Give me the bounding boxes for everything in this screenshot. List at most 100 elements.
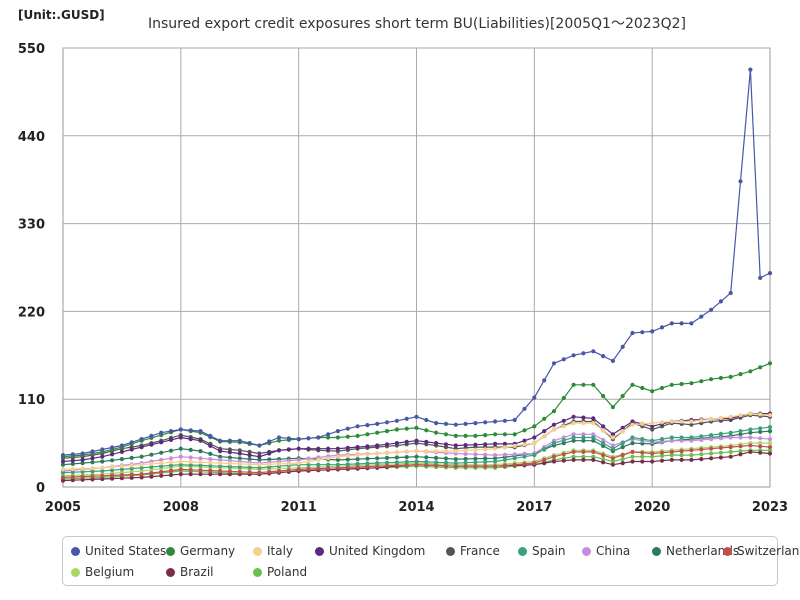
- data-point: [345, 462, 350, 467]
- data-point: [709, 417, 714, 422]
- data-point: [129, 440, 134, 445]
- data-point: [718, 436, 724, 441]
- data-point: [709, 433, 714, 438]
- data-point: [286, 447, 291, 452]
- legend: United States Germany Italy United Kingdom F…: [62, 536, 800, 586]
- data-point: [483, 452, 488, 457]
- data-point: [178, 435, 183, 440]
- data-point: [473, 464, 478, 469]
- data-point: [404, 439, 409, 444]
- data-point: [129, 475, 134, 480]
- data-point: [542, 447, 547, 452]
- data-point: [296, 457, 301, 462]
- data-point: [591, 449, 596, 454]
- legend-swatch: [652, 546, 661, 556]
- data-point: [306, 462, 311, 467]
- data-point: [90, 466, 95, 471]
- legend-swatch: [253, 567, 262, 577]
- data-point: [375, 443, 380, 448]
- data-point: [601, 428, 606, 433]
- data-point: [650, 424, 655, 429]
- data-point: [699, 434, 704, 439]
- data-point: [689, 438, 694, 443]
- data-point: [542, 378, 547, 383]
- data-point: [502, 432, 507, 437]
- data-point: [365, 432, 370, 437]
- data-point: [139, 465, 144, 470]
- data-point: [640, 450, 645, 455]
- data-point: [532, 435, 537, 440]
- data-point: [738, 432, 743, 437]
- data-point: [532, 453, 537, 458]
- data-point: [610, 443, 616, 448]
- data-point: [335, 435, 340, 440]
- data-point: [512, 443, 517, 448]
- data-point: [198, 429, 203, 434]
- data-point: [188, 437, 193, 442]
- data-point: [542, 461, 547, 466]
- data-point: [227, 438, 232, 443]
- data-point: [129, 455, 134, 460]
- data-point: [70, 470, 75, 475]
- data-point: [758, 426, 763, 431]
- data-point: [424, 463, 429, 468]
- data-point: [748, 449, 753, 454]
- data-point: [208, 451, 213, 456]
- data-point: [326, 432, 331, 437]
- data-point: [679, 381, 684, 387]
- y-tick-label: 330: [18, 218, 45, 233]
- data-point: [699, 452, 704, 457]
- data-point: [434, 449, 439, 454]
- data-point: [473, 460, 478, 465]
- data-point: [139, 445, 144, 450]
- data-point: [689, 448, 694, 453]
- data-point: [748, 411, 753, 416]
- legend-label: Switzerland: [737, 544, 800, 558]
- data-point: [669, 453, 674, 458]
- data-point: [218, 449, 223, 454]
- data-point: [198, 460, 203, 465]
- data-point: [571, 438, 576, 443]
- data-point: [384, 450, 390, 455]
- data-point: [718, 455, 724, 460]
- data-point: [139, 462, 144, 467]
- data-point: [473, 433, 478, 438]
- legend-label: Brazil: [180, 565, 214, 579]
- data-point: [306, 436, 311, 441]
- data-point: [218, 457, 223, 462]
- data-point: [443, 432, 449, 437]
- data-point: [188, 472, 193, 477]
- data-point: [728, 374, 733, 379]
- data-point: [355, 464, 360, 470]
- data-point: [227, 461, 232, 466]
- data-point: [601, 393, 606, 399]
- data-point: [404, 416, 409, 421]
- data-point: [463, 443, 468, 448]
- data-point: [561, 395, 566, 401]
- data-point: [522, 428, 527, 433]
- data-point: [493, 453, 498, 458]
- data-point: [522, 442, 527, 447]
- data-point: [561, 458, 566, 463]
- data-point: [473, 456, 478, 461]
- data-point: [90, 449, 95, 454]
- data-point: [551, 409, 557, 414]
- data-point: [601, 424, 606, 429]
- data-point: [247, 462, 252, 467]
- data-point: [100, 454, 105, 459]
- data-point: [404, 449, 409, 454]
- data-point: [610, 358, 616, 363]
- data-point: [70, 478, 75, 483]
- data-point: [767, 425, 773, 430]
- legend-label: United Kingdom: [329, 544, 426, 558]
- data-point: [404, 459, 409, 464]
- data-point: [610, 456, 616, 461]
- data-point: [237, 448, 242, 453]
- data-point: [620, 425, 625, 430]
- data-point: [551, 454, 557, 459]
- data-point: [767, 429, 773, 434]
- data-point: [679, 435, 684, 440]
- data-point: [443, 463, 449, 468]
- legend-item: France: [446, 544, 500, 558]
- data-point: [581, 382, 586, 387]
